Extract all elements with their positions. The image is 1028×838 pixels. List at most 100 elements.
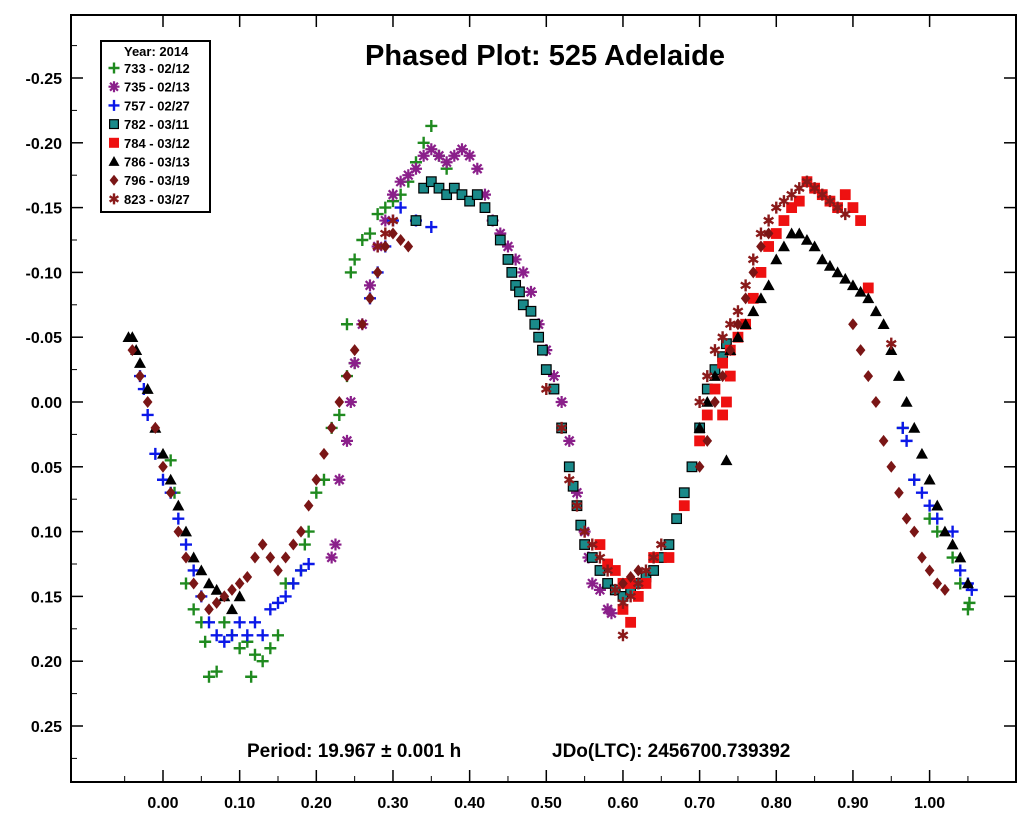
y-tick-label: 0.15 — [31, 589, 62, 606]
data-point — [250, 551, 260, 564]
data-point — [923, 473, 936, 485]
data-point — [501, 240, 514, 253]
data-point — [694, 396, 706, 408]
data-point — [241, 629, 254, 642]
data-point — [946, 538, 959, 550]
legend-label: 757 - 02/27 — [124, 98, 190, 113]
data-point — [586, 552, 598, 563]
data-point — [310, 486, 323, 499]
data-point — [164, 473, 177, 485]
data-point — [555, 396, 568, 408]
data-point — [319, 447, 329, 460]
data-point — [732, 305, 744, 318]
data-point — [296, 525, 306, 538]
data-point — [896, 421, 909, 434]
data-point — [210, 583, 223, 595]
data-point — [202, 616, 215, 629]
data-point — [448, 149, 461, 162]
axes: 0.00 0.10 0.20 0.30 0.40 0.50 0.60 0.70 0.80 0.90… — [26, 15, 1016, 812]
data-point — [479, 202, 491, 214]
data-point — [632, 590, 644, 602]
data-point — [793, 182, 805, 195]
x-tick-label: 0.40 — [454, 795, 485, 812]
data-point — [862, 292, 875, 304]
data-point — [456, 189, 468, 201]
data-point — [571, 499, 583, 512]
data-point — [908, 421, 921, 433]
data-point — [371, 208, 384, 221]
data-point — [340, 434, 353, 447]
y-tick-label: 0.10 — [31, 525, 62, 542]
data-point — [410, 215, 422, 226]
data-point — [329, 538, 342, 551]
data-point — [372, 240, 384, 253]
data-point — [187, 551, 200, 563]
data-point — [924, 564, 935, 577]
data-point — [563, 461, 575, 473]
x-tick-label: 0.10 — [224, 795, 255, 812]
data-point — [954, 551, 967, 563]
data-point — [816, 253, 829, 265]
data-point — [325, 551, 338, 564]
y-tick-label: 0.25 — [31, 719, 62, 736]
x-tick-label: 0.80 — [761, 795, 792, 812]
data-point — [908, 473, 921, 486]
data-point — [671, 513, 683, 525]
data-point — [219, 590, 230, 603]
data-point — [892, 370, 905, 381]
data-point — [625, 570, 636, 583]
data-point — [839, 208, 851, 221]
data-point — [548, 383, 560, 395]
data-point — [379, 227, 391, 240]
data-point — [388, 227, 398, 240]
data-point — [172, 499, 185, 511]
data-point — [593, 583, 606, 596]
y-tick-label: -0.10 — [26, 265, 63, 282]
data-point — [786, 202, 798, 214]
data-point — [648, 551, 660, 564]
data-point — [403, 240, 414, 253]
data-point — [854, 285, 867, 297]
data-point — [785, 227, 798, 239]
data-point — [233, 616, 246, 629]
data-point — [625, 590, 637, 603]
data-point — [333, 408, 346, 421]
data-point — [303, 499, 314, 512]
data-point — [748, 266, 759, 279]
data-point — [855, 344, 866, 357]
data-point — [210, 665, 223, 678]
data-point — [617, 596, 629, 609]
data-point — [594, 565, 606, 576]
data-point — [839, 189, 851, 201]
data-point — [701, 409, 713, 421]
y-tick-label: -0.15 — [26, 201, 63, 218]
data-point — [871, 396, 881, 408]
data-point — [494, 227, 507, 240]
y-tick-label: 0.05 — [31, 460, 62, 477]
data-point — [702, 434, 713, 447]
data-point — [141, 408, 154, 421]
x-tick-label: 0.70 — [684, 795, 715, 812]
data-point — [211, 596, 222, 609]
data-point — [218, 616, 231, 629]
data-point — [756, 240, 766, 253]
data-point — [770, 201, 782, 214]
data-point — [885, 337, 897, 350]
data-point — [693, 421, 706, 433]
legend-label: 823 - 03/27 — [124, 192, 190, 207]
legend-marker — [108, 99, 120, 111]
data-point — [777, 240, 790, 252]
data-point — [763, 214, 775, 227]
data-point — [417, 136, 430, 149]
chart-title: Phased Plot: 525 Adelaide — [365, 40, 725, 72]
data-point — [517, 299, 529, 311]
data-point — [763, 227, 774, 240]
data-point — [586, 577, 599, 590]
data-point — [594, 551, 606, 564]
legend-marker — [108, 81, 120, 93]
data-point — [509, 253, 522, 266]
data-point — [931, 525, 944, 538]
data-point — [379, 201, 392, 214]
x-tick-label: 1.00 — [914, 795, 945, 812]
